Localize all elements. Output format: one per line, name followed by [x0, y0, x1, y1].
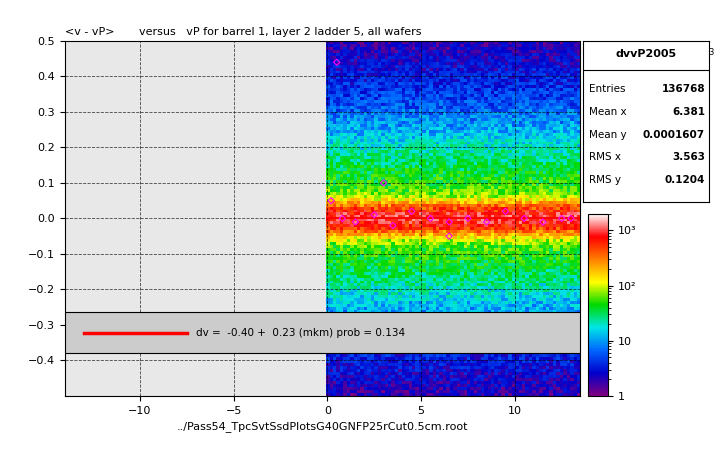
Text: RMS y: RMS y	[589, 175, 621, 185]
Point	[350, 218, 361, 226]
Point	[425, 215, 436, 222]
Point	[325, 197, 337, 204]
Point	[331, 59, 342, 66]
Text: 3.563: 3.563	[672, 152, 705, 162]
Text: Mean x: Mean x	[589, 107, 627, 117]
Point	[556, 215, 567, 222]
Point	[378, 179, 389, 187]
Point	[337, 215, 348, 222]
Point	[518, 215, 530, 222]
Point	[565, 215, 577, 222]
Bar	[65, 313, 580, 353]
Text: dv =  -0.40 +  0.23 (mkm) prob = 0.134: dv = -0.40 + 0.23 (mkm) prob = 0.134	[196, 328, 405, 338]
Point	[537, 218, 549, 226]
Point	[462, 215, 474, 222]
Text: 6.381: 6.381	[672, 107, 705, 117]
Point	[368, 211, 380, 218]
Text: Entries: Entries	[589, 85, 625, 94]
Point	[443, 218, 455, 226]
Point	[406, 207, 417, 215]
Text: 0.0001607: 0.0001607	[643, 130, 705, 140]
Text: RMS x: RMS x	[589, 152, 621, 162]
Point	[443, 233, 455, 240]
Text: 0.1204: 0.1204	[665, 175, 705, 185]
Text: dvvP2005: dvvP2005	[615, 49, 676, 59]
Text: <v - vP>       versus   vP for barrel 1, layer 2 ladder 5, all wafers: <v - vP> versus vP for barrel 1, layer 2…	[65, 27, 421, 37]
Text: Mean y: Mean y	[589, 130, 627, 140]
Point	[481, 218, 492, 226]
X-axis label: ../Pass54_TpcSvtSsdPlotsG40GNFP25rCut0.5cm.root: ../Pass54_TpcSvtSsdPlotsG40GNFP25rCut0.5…	[177, 421, 469, 432]
Point	[387, 222, 399, 229]
Text: 3: 3	[709, 48, 714, 57]
Text: 136768: 136768	[661, 85, 705, 94]
Point	[500, 207, 511, 215]
